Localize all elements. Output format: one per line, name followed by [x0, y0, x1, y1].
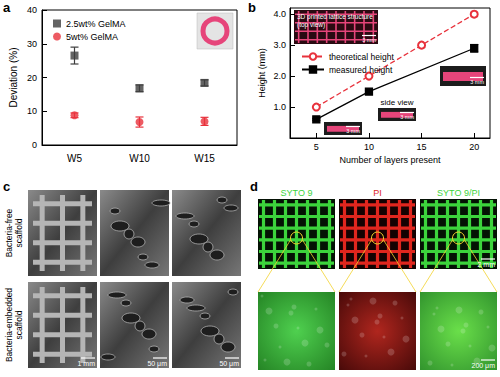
svg-text:10: 10: [364, 142, 374, 152]
svg-text:measured height: measured height: [329, 65, 393, 75]
svg-text:15: 15: [417, 142, 427, 152]
svg-text:W5: W5: [67, 153, 82, 164]
svg-text:0: 0: [32, 140, 37, 150]
svg-text:scaffold: scaffold: [14, 310, 24, 339]
svg-text:Height (mm): Height (mm): [257, 48, 267, 98]
svg-text:20: 20: [27, 73, 37, 83]
svg-text:scaffold: scaffold: [14, 218, 24, 247]
svg-text:20: 20: [469, 142, 479, 152]
svg-text:2 mm: 2 mm: [478, 261, 496, 268]
svg-text:side view: side view: [381, 98, 414, 107]
svg-text:4.0: 4.0: [273, 9, 286, 19]
svg-text:Deviation (%): Deviation (%): [8, 47, 19, 107]
svg-text:SYTO 9: SYTO 9: [281, 188, 313, 198]
svg-text:(top view): (top view): [297, 21, 325, 29]
svg-text:PI: PI: [373, 188, 382, 198]
svg-text:30: 30: [27, 39, 37, 49]
svg-text:50 μm: 50 μm: [219, 360, 239, 368]
svg-text:3 mm: 3 mm: [346, 128, 360, 134]
svg-text:c: c: [3, 179, 10, 194]
svg-text:10: 10: [27, 106, 37, 116]
svg-text:1.0: 1.0: [273, 102, 286, 112]
svg-text:3D printed lattice structure: 3D printed lattice structure: [297, 13, 373, 21]
svg-text:3.0: 3.0: [273, 40, 286, 50]
svg-text:a: a: [3, 0, 11, 15]
svg-text:Bacteria-embedded: Bacteria-embedded: [4, 288, 14, 362]
svg-text:200 μm: 200 μm: [472, 362, 496, 370]
svg-text:Number of layers present: Number of layers present: [339, 155, 441, 165]
svg-text:d: d: [250, 179, 258, 194]
svg-text:b: b: [248, 0, 256, 15]
svg-text:SYTO 9/PI: SYTO 9/PI: [437, 188, 480, 198]
svg-text:W10: W10: [129, 153, 150, 164]
svg-text:2.5wt% GelMA: 2.5wt% GelMA: [66, 19, 126, 29]
svg-text:40: 40: [27, 5, 37, 15]
svg-text:5wt% GelMA: 5wt% GelMA: [66, 32, 118, 42]
svg-text:3 mm: 3 mm: [400, 114, 414, 120]
svg-text:1 mm: 1 mm: [78, 360, 96, 367]
svg-text:3 mm: 3 mm: [470, 79, 484, 85]
svg-text:Bacteria-free: Bacteria-free: [4, 208, 14, 257]
svg-text:2.0: 2.0: [273, 71, 286, 81]
svg-text:50 μm: 50 μm: [147, 360, 167, 368]
svg-text:W15: W15: [194, 153, 215, 164]
svg-text:5: 5: [314, 142, 319, 152]
svg-text:theoretical height: theoretical height: [329, 52, 394, 62]
svg-text:3 mm: 3 mm: [362, 37, 376, 43]
